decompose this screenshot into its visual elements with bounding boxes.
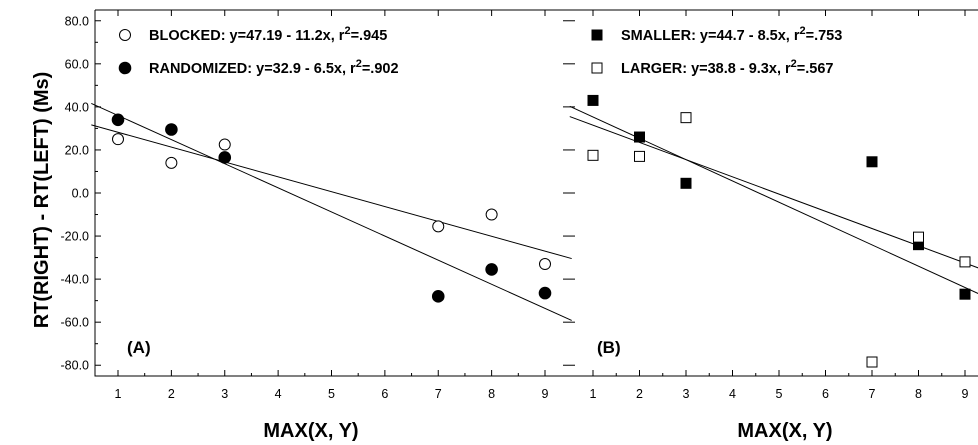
panel-b-fit-lines [569, 105, 978, 295]
point-smaller [866, 156, 878, 168]
panel-b-points [587, 94, 971, 368]
x-tick-label: 6 [822, 387, 829, 401]
x-tick-label: 2 [636, 387, 643, 401]
point-blocked [539, 258, 551, 271]
point-blocked [432, 220, 445, 233]
x-tick-label: 6 [381, 387, 388, 401]
point-blocked [485, 208, 498, 221]
point-randomized [431, 290, 445, 303]
panel-b-frame [569, 9, 978, 377]
y-tick-label: 0.0 [72, 187, 89, 201]
point-randomized [485, 263, 498, 276]
legend-marker-smaller [591, 29, 603, 41]
y-tick-label: -60.0 [61, 316, 90, 330]
x-tick-label: 9 [962, 387, 969, 401]
x-tick-label: 7 [435, 387, 442, 401]
point-smaller [587, 94, 599, 106]
point-larger [680, 112, 692, 124]
panel-a: 80.060.040.020.00.0-20.0-40.0-60.0-80.0 … [61, 9, 572, 442]
y-tick-label: -80.0 [61, 359, 90, 373]
point-blocked [165, 156, 178, 169]
point-blocked [112, 133, 124, 146]
panel-b-x-ticks: 1 2 3 4 5 6 7 8 9 [569, 10, 969, 401]
fit-line-blocked [91, 124, 572, 260]
panel-a-legend: BLOCKED: y=47.19 - 11.2x, r2=.945 RANDOMI… [118, 25, 399, 77]
panel-a-fit-lines [91, 102, 572, 321]
panel-a-points [111, 113, 552, 303]
panel-b-label: (B) [597, 338, 621, 357]
fit-line-smaller [569, 105, 978, 295]
point-randomized [538, 286, 552, 300]
legend-marker-larger [591, 62, 603, 74]
legend-marker-blocked [119, 29, 131, 41]
panel-a-x-axis-title: MAX(X, Y) [263, 420, 358, 442]
x-tick-label: 7 [869, 387, 876, 401]
x-tick-label: 8 [915, 387, 922, 401]
x-tick-label: 3 [683, 387, 690, 401]
point-blocked [218, 138, 231, 151]
point-larger [913, 231, 924, 243]
panel-b-x-axis-title: MAX(X, Y) [737, 420, 832, 442]
legend-label-smaller: SMALLER: y=44.7 - 8.5x, r2=.753 [621, 25, 842, 44]
y-tick-label: 80.0 [65, 14, 89, 28]
point-larger [866, 356, 878, 368]
x-tick-label: 1 [115, 387, 122, 401]
panel-b-legend: SMALLER: y=44.7 - 8.5x, r2=.753 LARGER: y… [591, 25, 842, 77]
y-tick-label: 40.0 [65, 100, 89, 114]
y-tick-label: 20.0 [65, 143, 89, 157]
y-axis-title: RT(RIGHT) - RT(LEFT) (Ms) [31, 72, 53, 329]
fit-line-randomized [91, 102, 572, 321]
legend-label-randomized: RANDOMIZED: y=32.9 - 6.5x, r2=.902 [149, 58, 399, 77]
point-larger [634, 150, 645, 162]
panel-a-y-ticks: 80.0 60.0 40.0 20.0 0.0 -20.0 -40.0 -60.0 -80.0 [61, 14, 569, 373]
legend-marker-randomized [118, 61, 132, 75]
x-tick-label: 4 [275, 387, 282, 401]
point-randomized [218, 151, 232, 164]
panel-a-x-ticks: 1 2 3 4 5 6 7 8 9 [115, 10, 549, 401]
point-smaller [680, 177, 692, 189]
point-larger [587, 149, 599, 161]
point-randomized [165, 123, 178, 136]
legend-label-blocked: BLOCKED: y=47.19 - 11.2x, r2=.945 [149, 25, 387, 44]
y-tick-label: -40.0 [61, 273, 90, 287]
x-tick-label: 1 [590, 387, 597, 401]
y-tick-label: 60.0 [65, 57, 89, 71]
panel-b: 1 2 3 4 5 6 7 8 9 SMALLER: y=44.7 - 8.5x, r2=.75… [569, 9, 978, 442]
x-tick-label: 3 [221, 387, 228, 401]
point-larger [959, 256, 971, 268]
x-tick-label: 4 [729, 387, 736, 401]
x-tick-label: 5 [776, 387, 783, 401]
x-tick-label: 2 [168, 387, 175, 401]
x-tick-label: 9 [542, 387, 549, 401]
point-randomized [111, 113, 125, 127]
x-tick-label: 8 [488, 387, 495, 401]
panel-a-label: (A) [127, 338, 151, 357]
point-smaller [634, 131, 645, 143]
x-tick-label: 5 [328, 387, 335, 401]
point-smaller [959, 288, 971, 300]
legend-label-larger: LARGER: y=38.8 - 9.3x, r2=.567 [621, 58, 833, 77]
y-tick-label: -20.0 [61, 230, 90, 244]
